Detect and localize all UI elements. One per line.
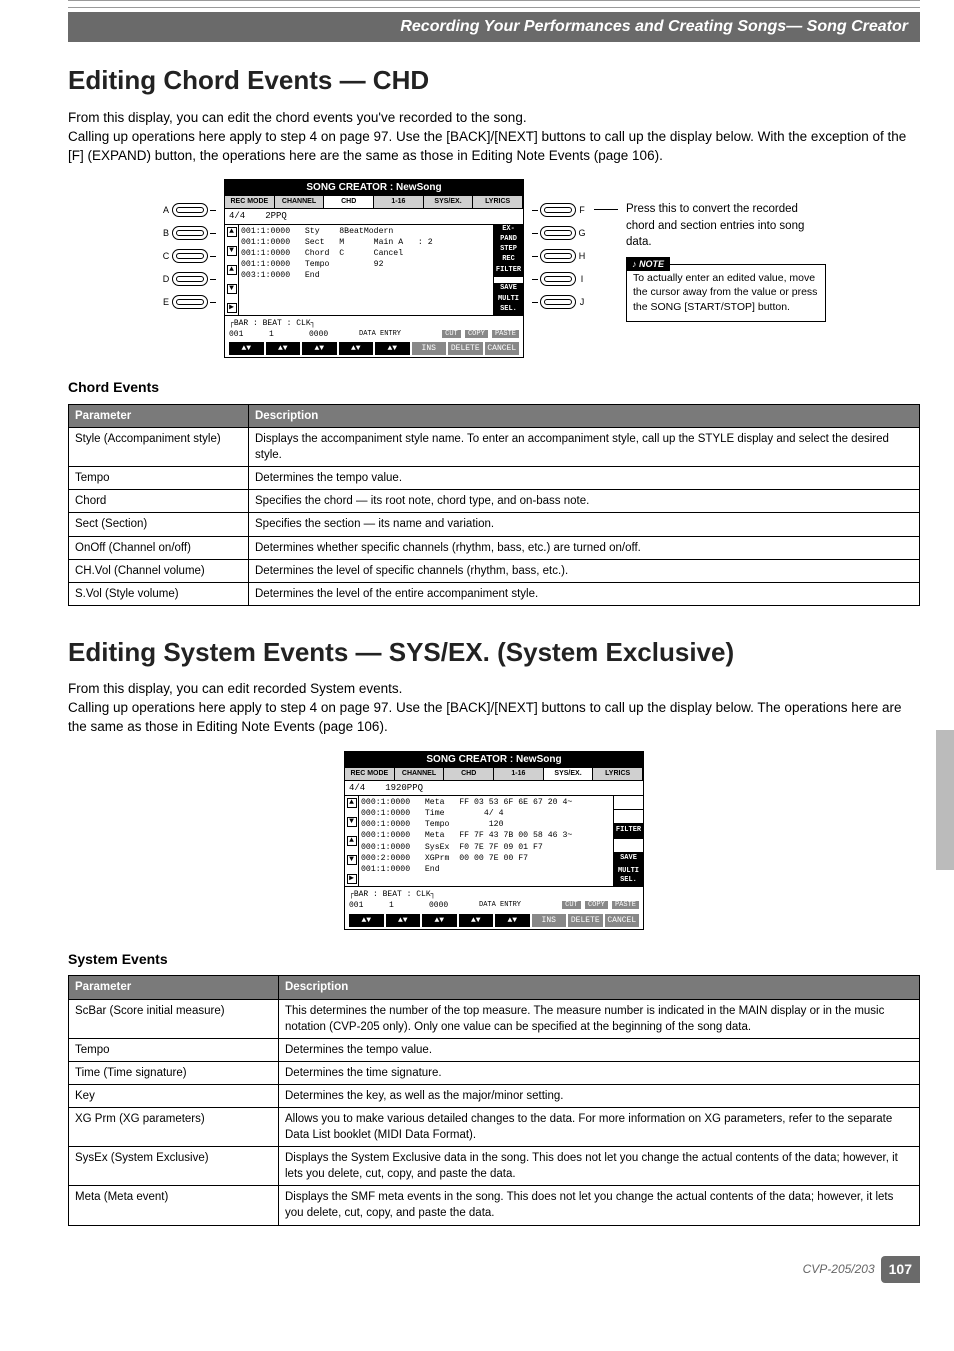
lcd2-footer: ┌BAR : BEAT : CLK┐ 001 1 0000 DATA ENTRY… (345, 886, 643, 929)
chord-events-table: ParameterDescription Style (Accompanimen… (68, 404, 920, 606)
page-footer: CVP-205/203 107 (68, 1256, 920, 1284)
section1-para: From this display, you can edit the chor… (68, 109, 920, 166)
btn-F: F (532, 203, 586, 217)
section2-title: Editing System Events — SYS/EX. (System … (68, 634, 920, 670)
note-box: ♪ NOTE To actually enter an edited value… (626, 264, 826, 322)
lcd-sysex: SONG CREATOR : NewSong REC MODECHANNELCH… (344, 751, 644, 930)
note-label: ♪ NOTE (626, 257, 670, 272)
btn-G: G (532, 226, 586, 240)
left-buttons: A B C D E (162, 179, 216, 309)
callout-text: Press this to convert the recorded chord… (626, 179, 826, 321)
btn-C: C (162, 249, 216, 263)
lcd-topinfo: 4/42PPQ (225, 209, 523, 225)
section2-para: From this display, you can edit recorded… (68, 680, 920, 737)
top-rule (68, 0, 920, 8)
system-events-table: ParameterDescription ScBar (Score initia… (68, 975, 920, 1225)
lcd2-title: SONG CREATOR : NewSong (345, 752, 643, 768)
right-buttons: F G H I J (532, 179, 586, 309)
btn-E: E (162, 295, 216, 309)
side-gutter (936, 730, 954, 870)
lcd2-right-col: FILTER SAVE MULTI SEL. (613, 796, 643, 886)
diagram-2: SONG CREATOR : NewSong REC MODECHANNELCH… (68, 751, 920, 930)
diagram-1: A B C D E SONG CREATOR : NewSong REC MOD… (68, 179, 920, 358)
btn-H: H (532, 249, 586, 263)
event-list-2: 000:1:0000 Meta FF 03 53 6F 6E 67 20 4~ … (359, 796, 613, 886)
callout-line (594, 209, 618, 210)
lcd-right-col: EX- PAND STEP REC FILTER SAVE MULTI SEL. (493, 225, 523, 315)
btn-J: J (532, 295, 586, 309)
lcd-tabs: REC MODECHANNELCHD1-16SYS/EX.LYRICS (225, 196, 523, 209)
lcd-chd: SONG CREATOR : NewSong REC MODECHANNELCH… (224, 179, 524, 358)
model-label: CVP-205/203 (803, 1261, 875, 1278)
table2-caption: System Events (68, 950, 920, 970)
scroll-col-2: ▲ ▼ ▲ ▼ ▶ (345, 796, 359, 886)
btn-A: A (162, 203, 216, 217)
lcd2-tabs: REC MODECHANNELCHD1-16SYS/EX.LYRICS (345, 768, 643, 781)
scroll-col: ▲ ▼ ▲ ▼ ▶ (225, 225, 239, 315)
btn-D: D (162, 272, 216, 286)
page-number: 107 (881, 1256, 920, 1284)
lcd-title: SONG CREATOR : NewSong (225, 180, 523, 196)
header-bar: Recording Your Performances and Creating… (68, 12, 920, 42)
btn-I: I (532, 272, 586, 286)
event-list: 001:1:0000 Sty 8BeatModern 001:1:0000 Se… (239, 225, 493, 315)
lcd-footer: ┌BAR : BEAT : CLK┐ 001 1 0000 DATA ENTRY… (225, 315, 523, 358)
table1-caption: Chord Events (68, 378, 920, 398)
btn-B: B (162, 226, 216, 240)
lcd2-topinfo: 4/41920PPQ (345, 781, 643, 797)
section1-title: Editing Chord Events — CHD (68, 62, 920, 98)
